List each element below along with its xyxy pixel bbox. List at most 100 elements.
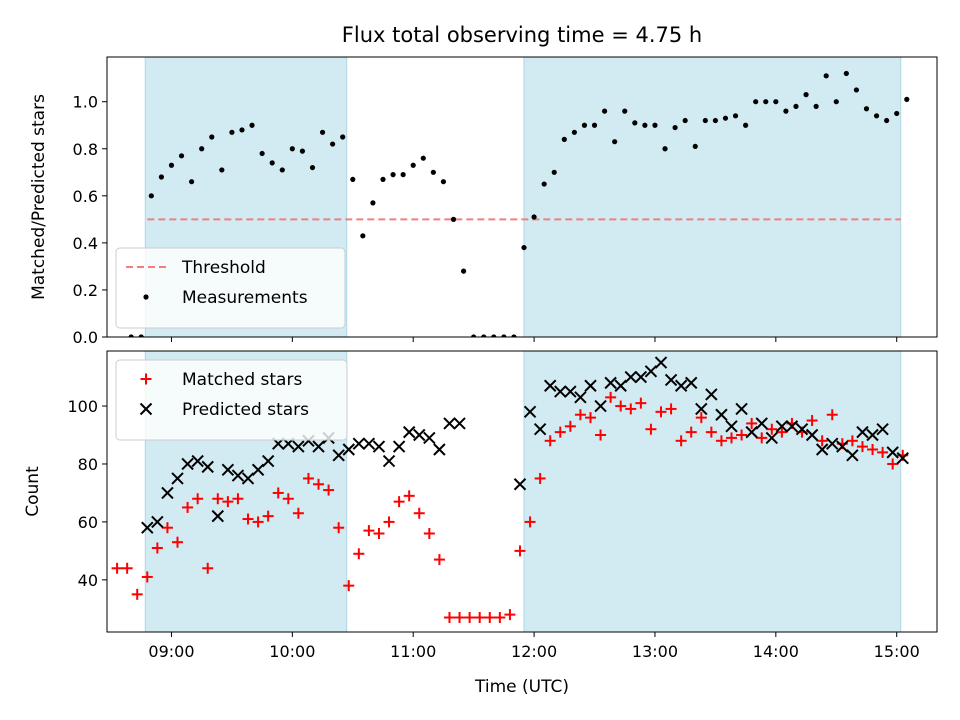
measurement-point — [783, 108, 789, 114]
legend: Threshold Measurements — [115, 247, 346, 329]
measurement-point — [269, 160, 275, 166]
predicted-star-point — [755, 417, 768, 430]
matched-star-point — [887, 458, 899, 470]
predicted-star-point — [644, 365, 658, 378]
measurement-point — [823, 73, 829, 79]
x-tick-label: 14:00 — [753, 642, 799, 661]
predicted-star-point — [151, 515, 164, 529]
observing-window-shade — [523, 56, 902, 338]
predicted-star-point — [402, 425, 416, 439]
matched-star-point — [474, 612, 486, 624]
y-tick-label: 0.2 — [73, 281, 98, 300]
predicted-star-point — [856, 425, 869, 439]
matched-star-point — [756, 432, 768, 444]
matched-star-point — [514, 545, 526, 557]
legend: Matched stars Predicted stars — [115, 359, 348, 441]
x-axis-label: Time (UTC) — [474, 677, 569, 697]
predicted-star-point — [523, 405, 537, 419]
legend-box — [115, 247, 346, 329]
measurement-point — [430, 169, 436, 175]
measurement-point — [672, 124, 678, 131]
matched-star-point — [665, 403, 677, 415]
measurement-point — [581, 122, 588, 128]
measurement-point — [420, 155, 426, 161]
legend-item: Threshold — [126, 258, 266, 278]
predicted-star-point — [785, 420, 799, 433]
matched-star-point — [544, 435, 556, 447]
measurement-point — [813, 103, 819, 110]
y-tick-label: 0.0 — [73, 328, 98, 347]
measurement-point — [481, 334, 487, 337]
measurement-point — [199, 146, 205, 152]
measurement-point — [299, 148, 306, 154]
matched-star-point — [302, 472, 314, 484]
matched-star-point — [595, 429, 607, 441]
measurement-point — [330, 141, 336, 147]
predicted-star-point — [594, 399, 607, 413]
matched-star-point — [584, 412, 596, 424]
matched-star-point — [292, 507, 304, 519]
measurement-point — [662, 146, 668, 152]
measurement-point — [410, 162, 416, 168]
measurement-point — [873, 113, 880, 119]
x-tick-label: 12:00 — [511, 642, 557, 661]
measurement-point — [541, 181, 547, 187]
matched-star-point — [685, 426, 697, 438]
data-layer — [128, 70, 910, 337]
predicted-star-point — [554, 385, 567, 398]
measurement-point — [642, 122, 648, 128]
y-axis-label: Matched/Predicted stars — [29, 94, 49, 300]
matched-star-point — [353, 548, 365, 560]
matched-star-point — [705, 426, 717, 438]
legend-item: Measurements — [143, 288, 308, 308]
matched-star-point — [826, 409, 838, 421]
measurement-point — [843, 70, 849, 77]
predicted-star-point — [574, 391, 587, 404]
predicted-star-point — [564, 385, 577, 398]
measurement-point — [682, 117, 688, 124]
matched-star-point — [605, 391, 617, 403]
matched-star-point — [272, 487, 284, 499]
predicted-star-point — [846, 449, 859, 462]
predicted-star-point — [705, 388, 718, 401]
measurement-point — [209, 134, 215, 140]
measurement-point — [511, 334, 517, 337]
matched-star-point — [464, 612, 476, 624]
matched-star-point — [816, 435, 828, 447]
y-tick-label: 0.4 — [73, 234, 98, 253]
predicted-star-point — [725, 420, 738, 433]
matched-star-point — [736, 429, 748, 441]
matched-star-point — [635, 397, 647, 409]
matched-star-point — [494, 612, 506, 624]
y-tick-label: 40 — [78, 571, 98, 590]
predicted-star-point — [543, 379, 557, 392]
y-tick-label: 0.8 — [73, 140, 98, 159]
matched-star-point — [655, 406, 667, 418]
measurement-point — [612, 139, 618, 145]
predicted-star-point — [513, 478, 527, 491]
predicted-star-point — [423, 431, 436, 445]
predicted-star-point — [352, 437, 366, 450]
x-tick-label: 15:00 — [874, 642, 920, 661]
predicted-star-point — [261, 454, 275, 468]
legend-label: Threshold — [181, 258, 266, 278]
measurement-point — [601, 108, 608, 114]
predicted-star-point — [624, 370, 637, 384]
predicted-star-point — [664, 373, 678, 387]
predicted-star-point — [795, 423, 809, 436]
legend-label: Matched stars — [182, 370, 302, 390]
predicted-star-point — [433, 443, 446, 456]
matched-star-point — [877, 446, 889, 458]
measurement-point — [491, 334, 497, 337]
measurement-point — [622, 108, 628, 114]
matched-star-point — [172, 536, 184, 548]
predicted-star-point — [745, 425, 758, 439]
legend-label: Measurements — [182, 288, 308, 308]
measurement-point — [450, 216, 457, 222]
matched-star-point — [726, 432, 738, 444]
predicted-star-point — [634, 370, 648, 384]
data-layer — [111, 356, 909, 624]
measurement-point — [138, 334, 144, 337]
measurement-point — [571, 129, 577, 135]
matched-star-point — [615, 400, 627, 412]
